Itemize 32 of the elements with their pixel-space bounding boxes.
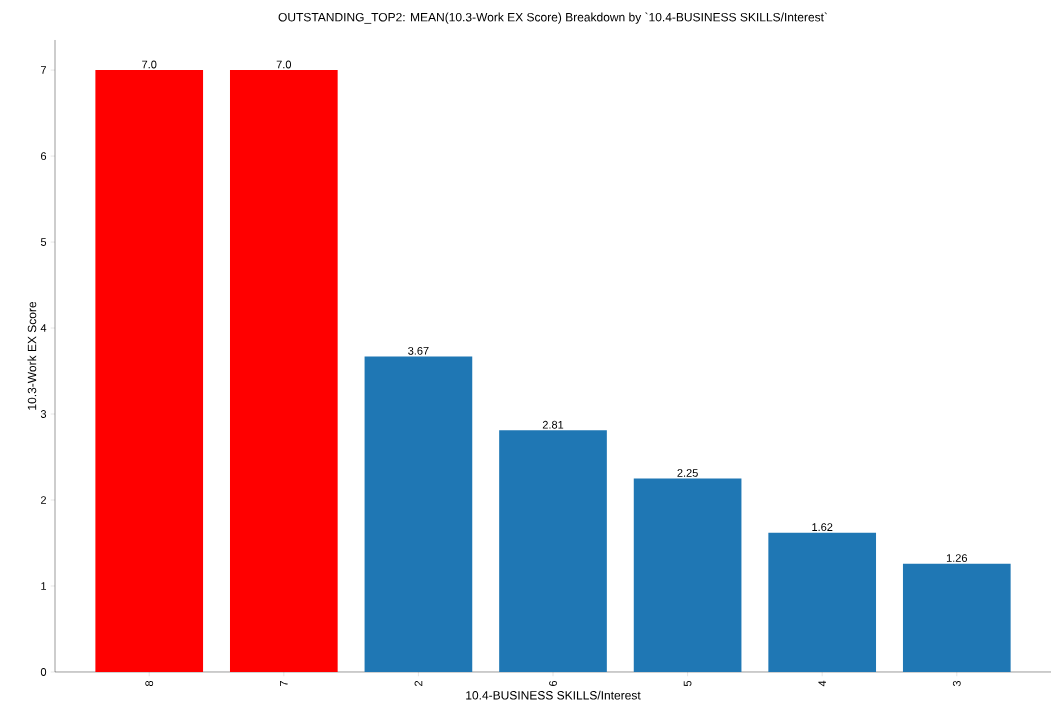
- data-label: 3.67: [408, 346, 429, 355]
- data-label: 7.0: [142, 60, 157, 69]
- y-tick-label: 1: [41, 582, 47, 590]
- bar: [229, 70, 338, 672]
- x-tick-label: 4: [818, 680, 826, 687]
- bar: [633, 478, 742, 672]
- chart-title: OUTSTANDING_TOP2: MEAN(10.3-Work EX Score) Breakdown by `10.4-BUSINESS SKILLS/Interest`: [278, 12, 828, 24]
- y-tick-label: 7: [41, 66, 46, 74]
- data-label: 1.62: [812, 523, 833, 531]
- bar: [364, 356, 473, 672]
- data-label: 7.0: [276, 60, 292, 69]
- data-label: 1.26: [946, 554, 968, 562]
- data-label: 2.25: [677, 469, 698, 477]
- bar: [499, 430, 607, 672]
- bar: [95, 70, 204, 672]
- y-tick-label: 3: [40, 410, 47, 418]
- x-tick-label: 7: [280, 680, 288, 686]
- x-tick-label: 8: [145, 680, 154, 687]
- x-axis-title: 10.4-BUSINESS SKILLS/Interest: [466, 690, 641, 700]
- x-tick-label: 5: [683, 680, 692, 687]
- y-axis-title: 10.3-Work EX Score: [27, 301, 37, 410]
- y-tick-label: 6: [41, 152, 47, 160]
- y-tick-label: 5: [40, 238, 47, 246]
- bar: [768, 532, 877, 672]
- x-tick-label: 3: [952, 680, 961, 687]
- x-tick-label: 2: [414, 680, 423, 686]
- bar: [902, 563, 1011, 672]
- y-tick-label: 4: [40, 324, 47, 332]
- data-label: 2.81: [542, 420, 564, 429]
- y-tick-label: 2: [40, 496, 46, 504]
- x-tick-label: 6: [549, 680, 557, 686]
- y-tick-label: 0: [40, 668, 47, 676]
